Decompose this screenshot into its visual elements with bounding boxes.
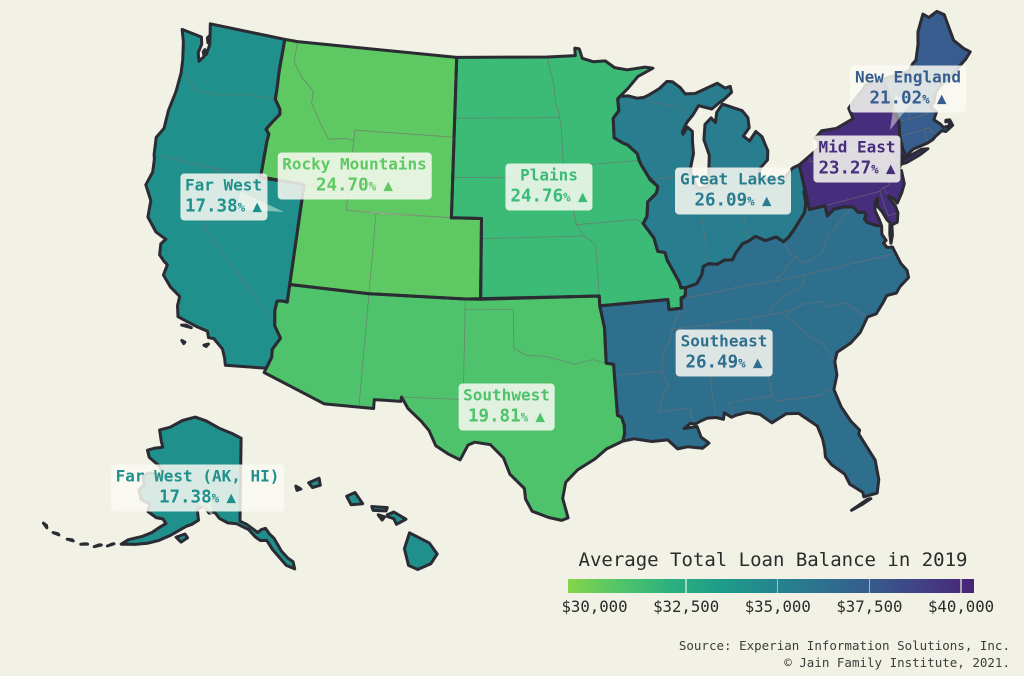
increase-arrow-icon: ▲ bbox=[383, 175, 394, 194]
region-label-mid-east: Mid East 23.27% ▲ bbox=[813, 135, 901, 183]
region-label-name: Far West bbox=[184, 175, 263, 194]
state-co bbox=[368, 212, 482, 300]
region-label-new-england: New England 21.02% ▲ bbox=[850, 65, 966, 112]
region-label-name: Plains bbox=[520, 165, 578, 185]
change-percent-value: 23.27 bbox=[818, 158, 872, 179]
legend-tick-label: $40,000 bbox=[927, 597, 995, 616]
region-label-value: 24.76% ▲ bbox=[510, 186, 587, 209]
region-label-value: 17.38% ▲ bbox=[116, 487, 280, 510]
legend-tick-labels: $30,000 $32,500 $35,000 $37,500 $40,000 bbox=[561, 597, 994, 616]
increase-arrow-icon: ▲ bbox=[936, 88, 947, 107]
state-nm bbox=[358, 293, 466, 409]
region-label-great-lakes: Great Lakes 26.09% ▲ bbox=[675, 167, 791, 215]
region-label-plains: Plains 24.76% ▲ bbox=[505, 163, 593, 211]
increase-arrow-icon: ▲ bbox=[535, 406, 546, 425]
region-label-southwest: Southwest 19.81% ▲ bbox=[458, 383, 555, 430]
legend-gradient-bar bbox=[568, 579, 974, 593]
source-line-2: © Jain Family Institute, 2021. bbox=[784, 654, 1010, 670]
region-label-value: 26.09% ▲ bbox=[680, 190, 786, 213]
legend-tick-label: $30,000 bbox=[561, 597, 628, 616]
percent-sign: % bbox=[922, 91, 930, 106]
region-label-name: Great Lakes bbox=[680, 169, 786, 189]
increase-arrow-icon: ▲ bbox=[577, 186, 588, 206]
change-percent-value: 19.81 bbox=[467, 406, 521, 426]
region-label-southeast: Southeast 26.49% ▲ bbox=[675, 329, 773, 377]
percent-sign: % bbox=[237, 199, 246, 214]
state-ks bbox=[480, 235, 600, 300]
region-label-value: 19.81% ▲ bbox=[463, 405, 550, 428]
region-label-far-west-ak-hi: Far West (AK, HI) 17.38% ▲ bbox=[110, 464, 285, 512]
percent-sign: % bbox=[871, 161, 879, 177]
region-label-value: 26.49% ▲ bbox=[681, 352, 768, 375]
state-az bbox=[263, 284, 370, 408]
region-label-value: 24.70% ▲ bbox=[282, 174, 427, 197]
state-fl bbox=[727, 389, 880, 511]
change-percent-value: 17.38 bbox=[158, 487, 212, 508]
percent-sign: % bbox=[520, 409, 529, 424]
percent-sign: % bbox=[563, 189, 571, 205]
region-label-far-west: Far West 17.38% ▲ bbox=[179, 173, 268, 220]
increase-arrow-icon: ▲ bbox=[252, 196, 263, 215]
legend-title: Average Total Loan Balance in 2019 bbox=[578, 549, 968, 571]
region-label-name: Far West (AK, HI) bbox=[115, 466, 280, 486]
legend-tick-label: $37,500 bbox=[836, 597, 903, 616]
region-label-value: 17.38% ▲ bbox=[185, 195, 262, 218]
change-percent-value: 17.38 bbox=[184, 196, 238, 216]
change-percent-value: 26.49 bbox=[685, 352, 739, 373]
increase-arrow-icon: ▲ bbox=[761, 190, 772, 210]
legend-tick-label: $35,000 bbox=[744, 597, 811, 616]
region-label-name: Rocky Mountains bbox=[282, 154, 427, 173]
region-label-name: Mid East bbox=[818, 137, 896, 157]
region-label-value: 23.27% ▲ bbox=[818, 158, 895, 181]
change-percent-value: 26.09 bbox=[694, 190, 748, 211]
percent-sign: % bbox=[211, 490, 220, 506]
percent-sign: % bbox=[368, 178, 377, 193]
increase-arrow-icon: ▲ bbox=[226, 487, 237, 507]
change-percent-value: 24.76 bbox=[510, 186, 564, 207]
increase-arrow-icon: ▲ bbox=[752, 352, 763, 372]
region-label-name: Southwest bbox=[463, 385, 550, 404]
percent-sign: % bbox=[747, 193, 755, 209]
change-percent-value: 21.02 bbox=[869, 88, 923, 108]
region-label-name: Southeast bbox=[680, 331, 768, 351]
region-outline-far-west-ak-hi bbox=[41, 415, 439, 571]
region-southeast[interactable] bbox=[599, 190, 910, 511]
state-nd bbox=[454, 56, 560, 119]
increase-arrow-icon: ▲ bbox=[885, 158, 896, 178]
region-label-rocky-mountains: Rocky Mountains 24.70% ▲ bbox=[277, 152, 432, 199]
source-attribution: Source: Experian Information Solutions, … bbox=[679, 638, 1010, 671]
region-label-name: New England bbox=[855, 67, 961, 86]
state-hi bbox=[295, 477, 438, 570]
legend-tick-label: $32,500 bbox=[653, 597, 720, 616]
change-percent-value: 24.70 bbox=[315, 175, 369, 195]
source-line-1: Source: Experian Information Solutions, … bbox=[678, 638, 1010, 653]
percent-sign: % bbox=[738, 355, 746, 371]
region-outline-southwest bbox=[262, 283, 627, 522]
region-label-value: 21.02% ▲ bbox=[855, 87, 961, 110]
